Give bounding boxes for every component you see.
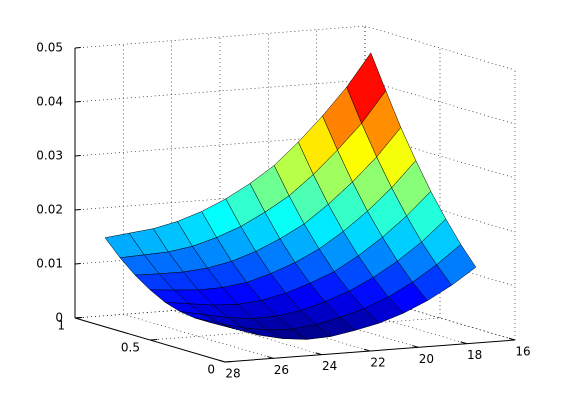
z-tick-label: 0 [55,311,63,325]
z-tick-label: 0.05 [36,41,63,55]
y-tick-label: 0.5 [121,341,140,355]
y-tick [149,338,158,341]
x-tick-label: 28 [225,367,240,381]
x-tick-label: 16 [515,345,530,359]
x-tick-label: 20 [419,352,434,366]
surface-patch [436,244,477,286]
x-tick-label: 22 [370,356,385,370]
x-tick [412,345,419,348]
x-tick [218,359,226,363]
x-tick-label: 24 [322,359,337,373]
grid-line [74,295,366,319]
grid-line [74,133,366,157]
x-tick [508,337,516,341]
grid-line [74,187,366,211]
x-tick [267,356,274,359]
grid-line [74,79,366,103]
y-tick [224,360,233,363]
z-tick-label: 0.02 [36,203,63,217]
z-tick-label: 0.01 [36,257,63,271]
z-tick-label: 0.03 [36,149,63,163]
grid-line [74,25,366,49]
z-tick-label: 0.04 [36,95,63,109]
grid-line [149,317,441,341]
x-tick [363,348,371,352]
y-tick-label: 0 [207,363,215,377]
x-tick-label: 18 [467,348,482,362]
y-tick-label: 1 [57,319,65,333]
x-tick [315,352,322,356]
x-tick-label: 26 [274,363,289,377]
x-tick [460,341,467,345]
